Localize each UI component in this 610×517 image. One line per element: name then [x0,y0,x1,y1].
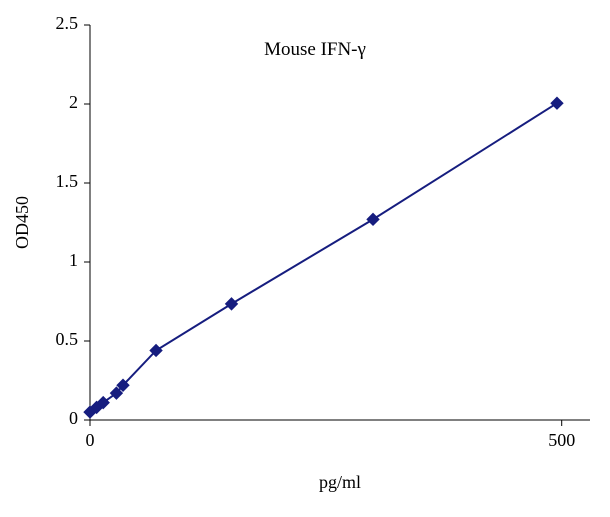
data-marker [367,213,379,225]
y-tick-label: 2.5 [56,13,79,33]
y-tick-label: 2 [69,92,78,112]
x-tick-label: 0 [86,430,95,450]
data-marker [551,97,563,109]
x-tick-label: 500 [548,430,575,450]
data-marker [226,298,238,310]
y-tick-label: 1.5 [56,171,79,191]
chart-container: 0 0.5 1 1.5 2 2.5 0 500 Mouse IFN-γ pg/ml OD450 [0,0,610,517]
y-tick-label: 0 [69,408,78,428]
y-tick-label: 1 [69,250,78,270]
chart-svg: 0 0.5 1 1.5 2 2.5 0 500 Mouse IFN-γ pg/ml OD450 [0,0,610,517]
y-axis-label: OD450 [12,196,32,249]
data-line [90,103,557,412]
chart-title: Mouse IFN-γ [264,39,366,60]
y-tick-label: 0.5 [56,329,79,349]
x-axis-label: pg/ml [319,472,361,492]
